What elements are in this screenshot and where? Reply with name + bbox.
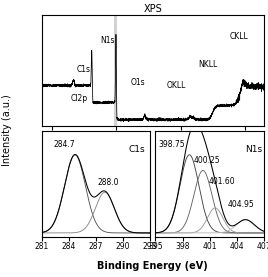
Text: C1s: C1s	[77, 65, 91, 74]
Text: N1s: N1s	[245, 145, 262, 155]
Text: N1s: N1s	[100, 36, 115, 45]
Text: CKLL: CKLL	[230, 32, 249, 41]
Text: NKLL: NKLL	[198, 60, 218, 69]
Text: 398.75: 398.75	[158, 140, 185, 149]
Text: 400.25: 400.25	[194, 156, 220, 165]
Text: OKLL: OKLL	[167, 81, 186, 90]
Text: 404.95: 404.95	[228, 201, 255, 209]
Bar	[114, 15, 117, 126]
Text: C1s: C1s	[129, 145, 146, 155]
Text: Cl2p: Cl2p	[70, 94, 88, 103]
Text: Intensity (a.u.): Intensity (a.u.)	[2, 94, 12, 166]
Text: O1s: O1s	[131, 78, 145, 87]
Text: 401.60: 401.60	[208, 177, 235, 186]
Text: Binding Energy (eV): Binding Energy (eV)	[97, 261, 208, 271]
Text: 288.0: 288.0	[98, 178, 119, 187]
Text: 284.7: 284.7	[53, 140, 75, 149]
Title: XPS: XPS	[143, 4, 162, 14]
